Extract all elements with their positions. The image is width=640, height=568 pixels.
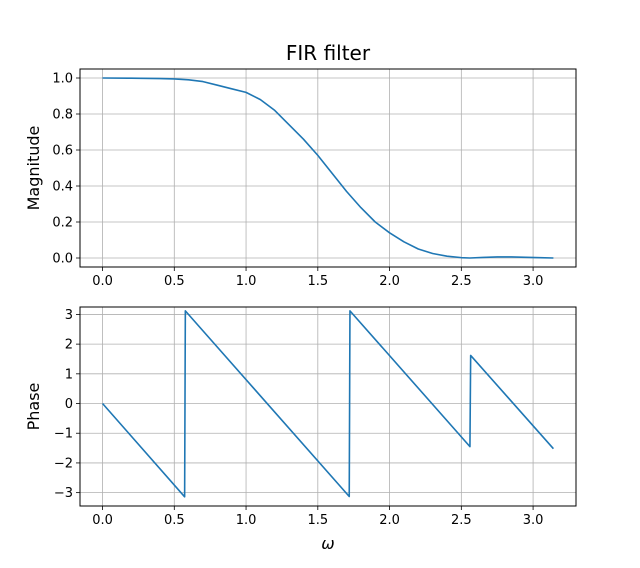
magnitude-series [102, 77, 554, 259]
x-tick-label: 2.5 [451, 513, 472, 528]
y-tick-label: −2 [54, 456, 73, 471]
x-tick-label: 2.5 [451, 274, 472, 289]
y-tick-label: 0 [65, 397, 73, 412]
x-tick-label: 3.0 [523, 274, 544, 289]
magnitude-ylabel: Magnitude [24, 126, 43, 211]
phase-axes: 0.0 0.5 1.0 1.5 2.0 2.5 3.0 −3 −2 −1 0 1 2 3 Phase [24, 306, 577, 528]
y-tick-label: −3 [54, 486, 73, 501]
phase-frame [79, 306, 577, 507]
x-tick-label: 2.0 [379, 513, 400, 528]
y-tick-label: 0.4 [52, 180, 73, 195]
magnitude-axes: 0.0 0.5 1.0 1.5 2.0 2.5 3.00.00.20.40.60.81.0 … [24, 68, 577, 290]
phase-ylabel: Phase [24, 383, 43, 431]
x-tick-label: 3.0 [523, 513, 544, 528]
y-tick-label: 0.0 [52, 252, 73, 267]
phase-ticks: 0.0 0.5 1.0 1.5 2.0 2.5 3.0 −3 −2 −1 0 1 2 3 [54, 308, 544, 528]
y-tick-label: 0.8 [52, 108, 73, 123]
y-tick-label: −1 [54, 427, 73, 442]
x-tick-label: 1.0 [236, 274, 257, 289]
x-tick-label: 1.5 [307, 513, 328, 528]
x-tick-label: 0.0 [92, 513, 113, 528]
y-tick-label: 1.0 [52, 72, 73, 87]
phase-series [101, 310, 555, 498]
x-tick-label: 1.0 [236, 513, 257, 528]
x-tick-label: 0.5 [164, 274, 185, 289]
x-axis-label: ω [321, 534, 334, 553]
x-tick-label: 2.0 [379, 274, 400, 289]
y-tick-label: 1 [65, 367, 73, 382]
phase-grid [80, 307, 576, 506]
magnitude-grid [80, 69, 576, 267]
x-tick-label: 1.5 [307, 274, 328, 289]
series-line [101, 310, 555, 498]
x-tick-label: 0.0 [92, 274, 113, 289]
x-tick-label: 0.5 [164, 513, 185, 528]
magnitude-frame [79, 68, 577, 268]
y-tick-label: 0.6 [52, 144, 73, 159]
magnitude-ticks: 0.0 0.5 1.0 1.5 2.0 2.5 3.0 0.0 0.2 0.4 0.6 0.8 1.0 [52, 72, 543, 290]
y-tick-label: 0.2 [52, 216, 73, 231]
chart-title: FIR filter [286, 41, 371, 65]
y-tick-label: 2 [65, 338, 73, 353]
series-line [102, 77, 554, 259]
y-tick-label: 3 [65, 308, 73, 323]
